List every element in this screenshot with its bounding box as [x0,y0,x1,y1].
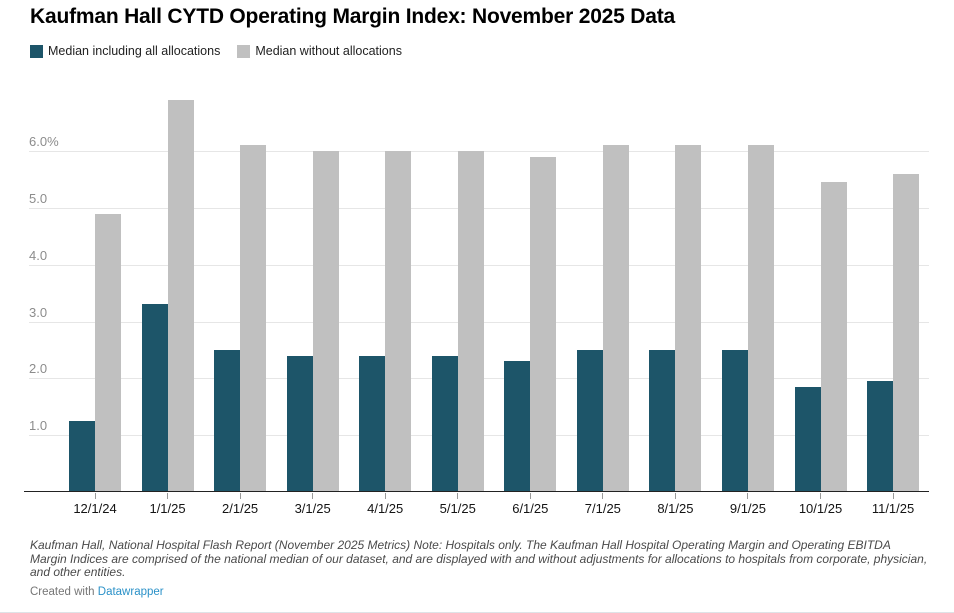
bar[interactable] [214,349,241,492]
x-axis-label: 7/1/25 [584,501,621,516]
bar[interactable] [649,349,676,492]
bar[interactable] [167,99,194,492]
credit-line: Created with Datawrapper [30,586,164,598]
x-axis-label: 6/1/25 [512,501,549,516]
x-axis-tick [820,492,821,499]
bar[interactable] [675,145,702,492]
x-axis-tick [457,492,459,499]
bar[interactable] [385,151,412,492]
x-axis-label: 5/1/25 [439,501,476,516]
x-axis-tick [312,492,314,499]
bar[interactable] [504,361,531,492]
bar[interactable] [794,386,821,492]
bar[interactable] [867,381,894,492]
credit-prefix: Created with [30,586,98,598]
bar[interactable] [359,355,386,492]
bar[interactable] [457,151,484,492]
bar[interactable] [893,173,920,492]
x-axis-label: 8/1/25 [657,501,694,516]
bar[interactable] [747,145,774,492]
x-axis-label: 9/1/25 [729,501,767,516]
y-axis-tick-label: 2.0 [29,361,48,377]
x-axis-label: 2/1/25 [222,501,259,516]
legend-swatch-teal [30,44,43,58]
bottom-divider [0,611,954,613]
chart-title: Kaufman Hall CYTD Operating Margin Index… [30,5,675,28]
x-axis-tick [602,492,604,499]
legend-item-without-allocations: Median without allocations [237,44,402,58]
y-axis-tick-label: 3.0 [29,304,48,320]
x-axis-tick [529,492,531,499]
datawrapper-link[interactable]: Datawrapper [97,586,164,598]
legend-label: Median including all allocations [48,44,221,58]
x-axis-tick [167,492,169,499]
bar[interactable] [721,349,748,492]
legend-label: Median without allocations [255,44,402,58]
y-axis-tick-label: 1.0 [29,418,48,434]
x-axis-label: 1/1/25 [149,501,186,516]
x-axis-label: 3/1/25 [294,501,331,516]
x-axis-label: 12/1/24 [73,501,117,516]
bar[interactable] [820,182,847,492]
x-axis-tick [892,492,894,499]
bar[interactable] [95,213,121,492]
bar[interactable] [286,355,313,492]
x-axis-tick [94,492,96,499]
x-axis-tick [239,492,241,499]
legend: Median including all allocations Median … [30,44,402,58]
bar[interactable] [69,420,95,492]
bar[interactable] [141,304,168,492]
x-axis-tick [674,492,676,499]
y-axis-tick-label: 5.0 [29,190,48,206]
x-axis-tick [384,492,386,499]
bar[interactable] [530,156,557,492]
bar[interactable] [576,349,603,492]
bar[interactable] [312,151,339,492]
y-axis-tick-label: 6.0% [29,134,59,150]
legend-swatch-gray [237,44,251,58]
bar[interactable] [431,355,458,492]
bar[interactable] [602,145,629,492]
x-axis-label: 11/1/25 [871,501,915,516]
source-note: Kaufman Hall, National Hospital Flash Re… [30,538,928,580]
x-axis-baseline [24,490,929,493]
legend-item-including-allocations: Median including all allocations [30,44,220,58]
x-axis-label: 10/1/25 [798,501,843,516]
x-axis-tick [747,492,749,499]
y-axis-tick-label: 4.0 [29,247,48,263]
bar[interactable] [240,145,267,492]
x-axis-label: 4/1/25 [367,501,404,516]
